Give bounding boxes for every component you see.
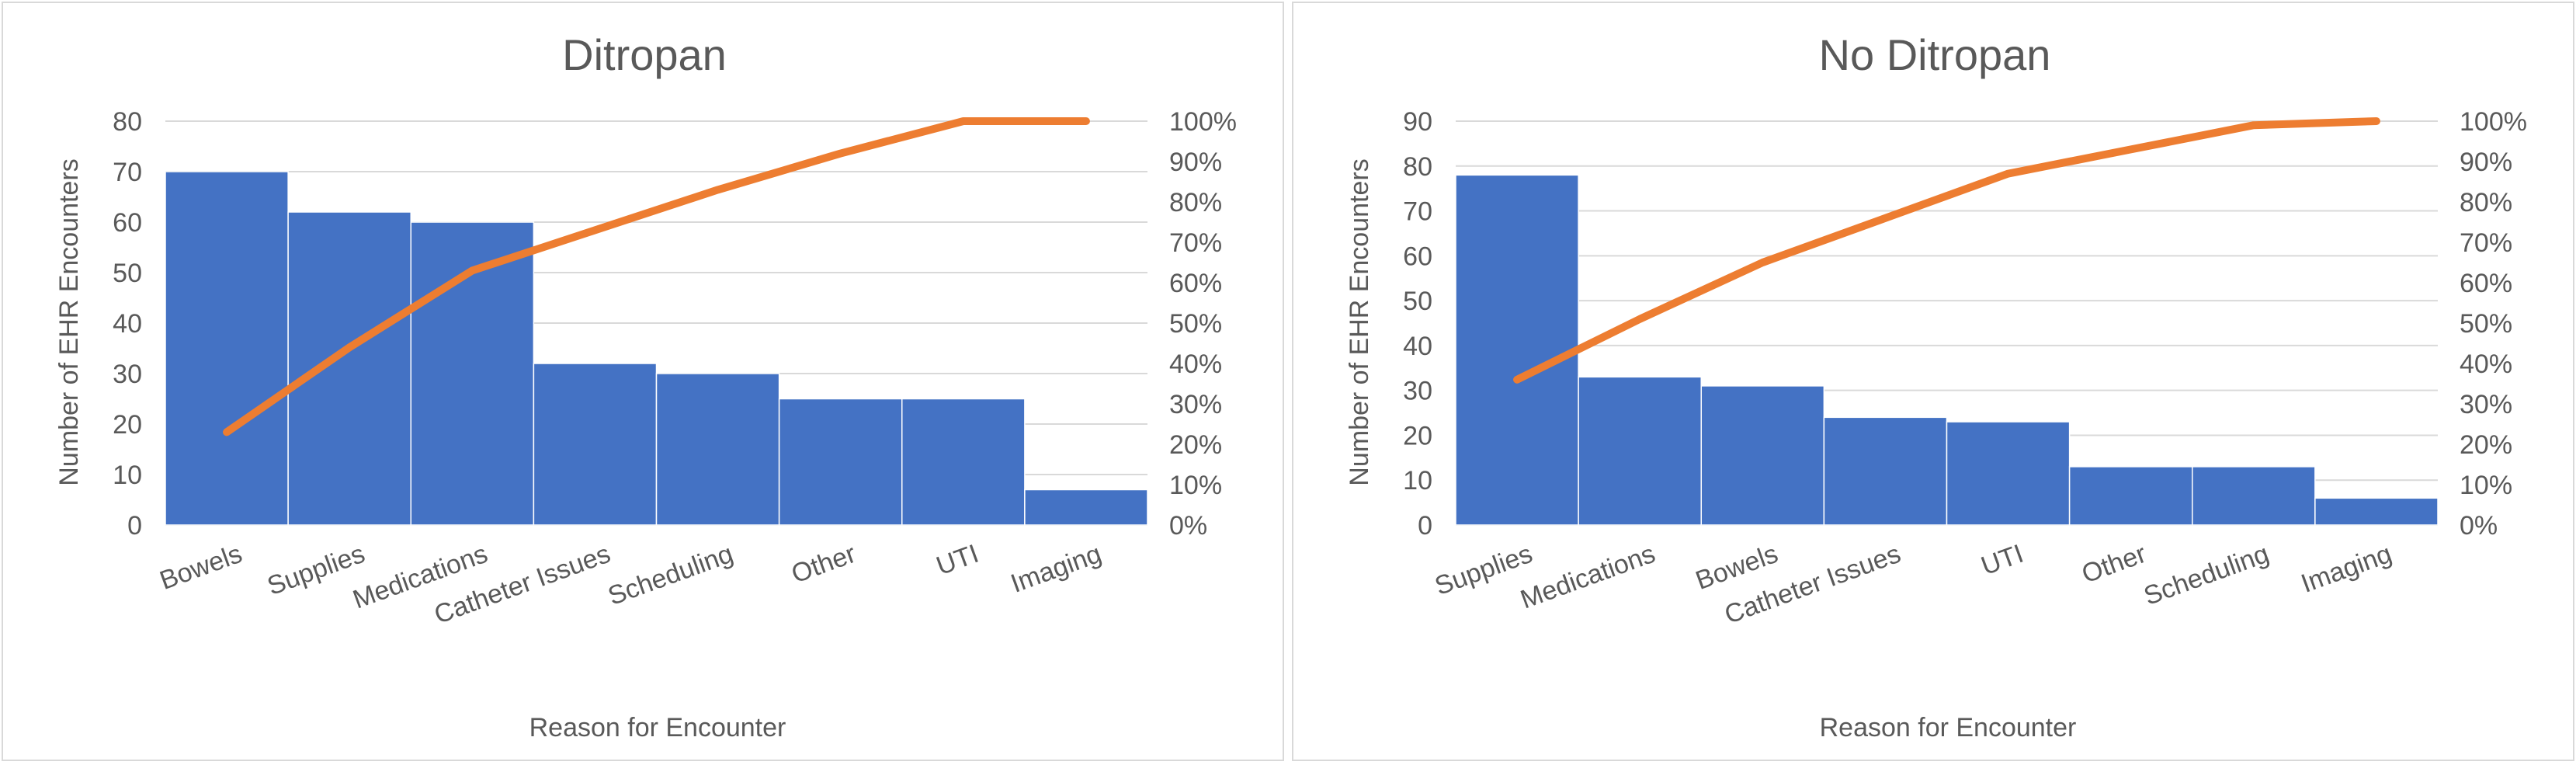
bar (533, 363, 658, 526)
y-tick-label: 30 (1403, 377, 1432, 406)
y2-tick-label: 30% (2460, 390, 2512, 419)
y-tick-label: 50 (113, 259, 142, 288)
x-tick-label: UTI (932, 539, 982, 581)
y2-tick-label: 30% (1169, 390, 1222, 419)
y2-tick-label: 60% (2460, 269, 2512, 298)
x-tick-label: Scheduling (604, 539, 737, 611)
bar (1024, 489, 1148, 526)
bar (901, 398, 1026, 526)
bar (1946, 421, 2071, 526)
y-tick-label: 80 (113, 107, 142, 137)
x-tick-label: Medications (1516, 539, 1658, 615)
cumulative-line (223, 117, 1090, 436)
y2-tick-label: 10% (2460, 471, 2512, 500)
y-tick-label: 40 (1403, 332, 1432, 361)
y2-tick-label: 10% (1169, 471, 1222, 500)
y2-tick-label: 90% (2460, 148, 2512, 177)
x-axis-label: Reason for Encounter (1820, 713, 2077, 742)
bar (165, 171, 289, 526)
x-tick-label: UTI (1977, 539, 2027, 581)
bar (1700, 385, 1825, 526)
bar (2192, 466, 2316, 526)
y-tick-label: 10 (113, 461, 142, 490)
y2-tick-label: 20% (2460, 430, 2512, 460)
bar (778, 398, 903, 526)
y2-tick-label: 60% (1169, 269, 1222, 298)
y2-tick-label: 20% (1169, 430, 1222, 460)
y2-tick-label: 80% (1169, 188, 1222, 217)
y-tick-label: 10 (1403, 466, 1432, 496)
bar (1455, 174, 1579, 526)
y2-tick-label: 70% (2460, 228, 2512, 258)
cumulative-line (1513, 117, 2380, 384)
y2-tick-label: 70% (1169, 228, 1222, 258)
y2-tick-label: 40% (1169, 349, 1222, 379)
y2-tick-label: 40% (2460, 349, 2512, 379)
y-axis-label: Number of EHR Encounters (1345, 158, 1374, 485)
y2-tick-label: 0% (2460, 511, 2498, 541)
x-tick-label: Bowels (156, 539, 246, 596)
y-tick-label: 50 (1403, 287, 1432, 316)
x-tick-label: Imaging (1007, 539, 1106, 599)
chart-title: Ditropan (562, 30, 727, 79)
y-tick-label: 60 (113, 208, 142, 238)
bar (2314, 497, 2439, 526)
chart-no-ditropan: No Ditropan Reason for Encounter Number … (1345, 30, 2527, 742)
y-tick-label: 90 (1403, 107, 1432, 137)
chart-ditropan: Ditropan Reason for Encounter Number of … (54, 30, 1237, 742)
y2-tick-label: 50% (2460, 309, 2512, 339)
y-tick-label: 40 (113, 309, 142, 339)
bar (1823, 416, 1948, 526)
y2-tick-label: 100% (2460, 107, 2527, 137)
y-tick-label: 80 (1403, 152, 1432, 182)
y2-tick-label: 0% (1169, 511, 1207, 541)
chart-title: No Ditropan (1819, 30, 2051, 79)
x-tick-label: Scheduling (2140, 539, 2272, 611)
bar (1578, 376, 1702, 526)
y-tick-label: 20 (113, 410, 142, 440)
y-tick-label: 0 (1418, 511, 1432, 541)
y-tick-label: 70 (113, 158, 142, 187)
y-tick-label: 70 (1403, 197, 1432, 227)
chart-panel-no-ditropan: No Ditropan Reason for Encounter Number … (1292, 2, 2574, 761)
y2-tick-label: 50% (1169, 309, 1222, 339)
bar (287, 211, 411, 526)
y2-tick-label: 80% (2460, 188, 2512, 217)
y-axis-label: Number of EHR Encounters (54, 158, 84, 485)
y-tick-label: 30 (113, 360, 142, 389)
y-tick-label: 20 (1403, 421, 1432, 450)
chart-panel-ditropan: Ditropan Reason for Encounter Number of … (2, 2, 1284, 761)
x-tick-label: Other (2078, 539, 2151, 589)
bar (655, 373, 780, 526)
x-tick-label: Imaging (2297, 539, 2396, 599)
y2-tick-label: 100% (1169, 107, 1237, 137)
y-tick-label: 60 (1403, 242, 1432, 271)
y-tick-label: 0 (127, 511, 142, 541)
y2-tick-label: 90% (1169, 148, 1222, 177)
bar (2068, 466, 2193, 526)
x-tick-label: Other (788, 539, 860, 589)
x-axis-label: Reason for Encounter (529, 713, 786, 742)
